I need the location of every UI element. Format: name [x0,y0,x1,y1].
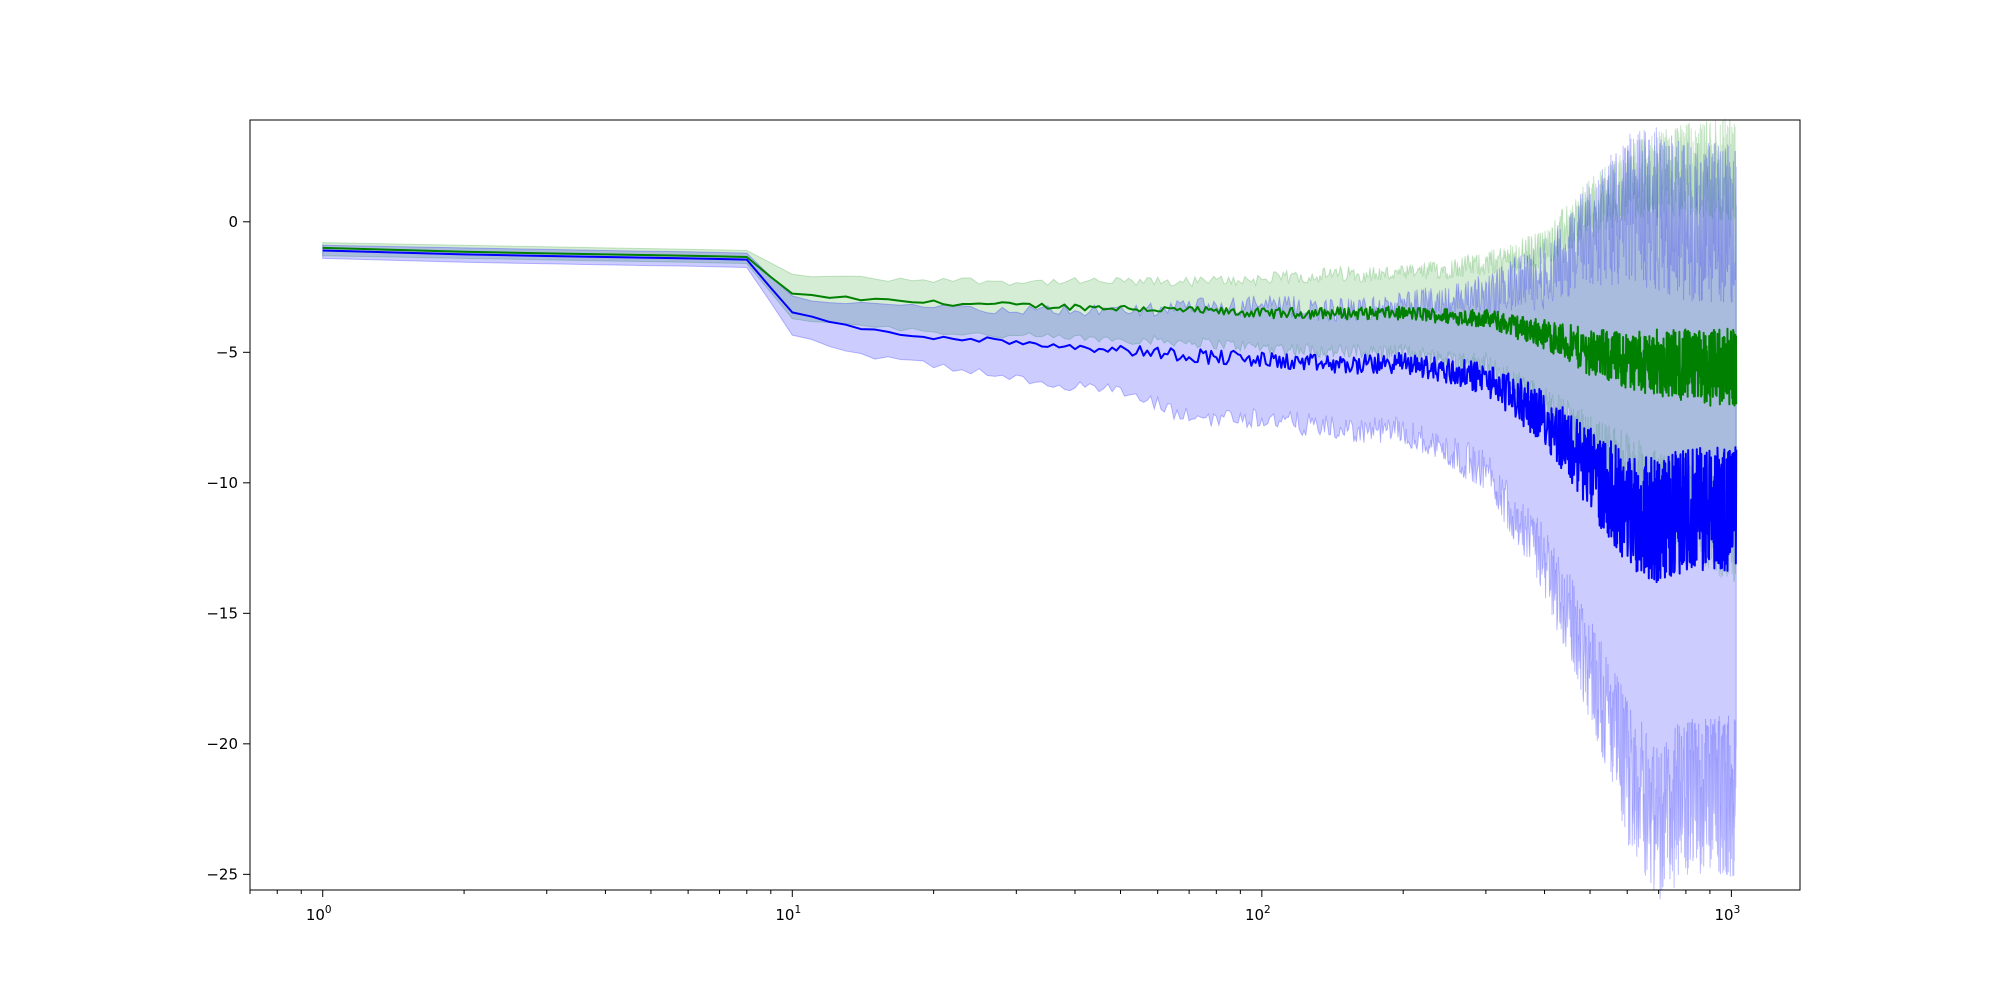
y-tick-label: −5 [216,343,238,361]
plot-area-frame [249,119,1801,891]
y-tick-label: −15 [206,604,238,622]
y-tick-label: 0 [228,213,238,231]
series-line-1 [322,249,1738,584]
y-axis: 0 −5 −10 −15 −20 −25 [206,213,250,883]
series-lines [322,246,1738,584]
y-tick-label: −20 [206,735,238,753]
y-tick-label: −25 [206,865,238,883]
confidence-band-1 [322,127,1737,900]
series-line-0 [322,246,1738,407]
y-tick-label: −10 [206,474,238,492]
